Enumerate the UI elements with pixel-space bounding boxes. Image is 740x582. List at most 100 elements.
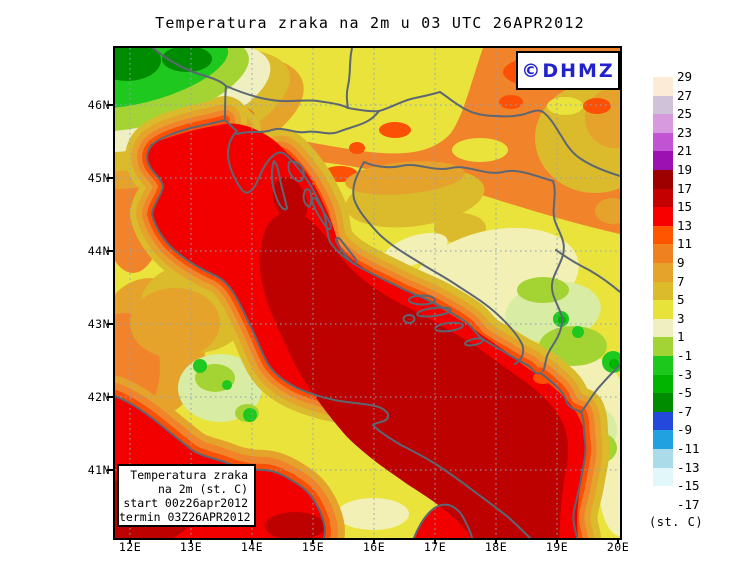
lon-axis-label: 17E: [423, 540, 447, 554]
colorbar-boundary-label: 27: [677, 87, 693, 103]
colorbar-segment: [653, 263, 673, 282]
graticule-grid: [115, 48, 620, 538]
dhmz-logo: ©DHMZ: [521, 59, 615, 82]
colorbar-boundary-label: -9: [677, 422, 693, 438]
lat-axis-label: 45N: [87, 171, 110, 185]
lon-axis-label: 19E: [545, 540, 569, 554]
colorbar-segment: [653, 393, 673, 412]
colorbar-boundary-label: -11: [677, 441, 700, 456]
temperature-field-map: [115, 48, 620, 538]
colorbar-segment: [653, 132, 673, 152]
lat-axis-tick: [107, 469, 113, 471]
island-cres: [270, 160, 288, 211]
lon-axis-label: 18E: [484, 540, 508, 554]
colorbar-unit-label: (st. C): [649, 515, 704, 529]
colorbar-boundary-label: -17: [677, 496, 700, 512]
colorbar-segment: [653, 77, 673, 96]
colorbar-segment: [653, 281, 673, 301]
lon-axis-tick: [373, 538, 375, 544]
island-mljet: [464, 337, 484, 347]
colorbar-segment: [653, 95, 673, 115]
inset-legend-line: start 00z26apr2012: [123, 495, 248, 510]
island-krk: [287, 160, 305, 183]
colorbar-segment: [653, 170, 673, 189]
colorbar-segment: [653, 411, 673, 431]
colorbar-boundary-label: 15: [677, 199, 693, 215]
lon-axis-label: 15E: [301, 540, 325, 554]
coastline-taranto-gulf: [413, 503, 473, 538]
border-croatia-hungary-serbia: [347, 91, 620, 177]
lat-axis-label: 42N: [87, 390, 110, 404]
colorbar-boundary-label: 1: [677, 329, 685, 345]
lon-axis-tick: [495, 538, 497, 544]
colorbar-segment: [653, 449, 673, 468]
lon-axis-tick: [129, 538, 131, 544]
colorbar-boundary-label: -3: [677, 366, 693, 382]
coastlines-and-borders: [115, 48, 620, 538]
colorbar-segment: [653, 114, 673, 133]
colorbar-boundary-label: 19: [677, 162, 693, 177]
colorbar-boundary-label: -15: [677, 478, 700, 494]
colorbar-boundary-label: 11: [677, 236, 693, 252]
colorbar-boundary-label: -5: [677, 385, 693, 401]
inset-legend-box: Temperatura zraka na 2m (st. C) start 00…: [117, 464, 256, 527]
lon-axis-label: 16E: [362, 540, 386, 554]
colorbar-boundary-label: 13: [677, 217, 693, 233]
lat-axis-label: 43N: [87, 317, 110, 331]
lat-axis-tick: [107, 396, 113, 398]
colorbar-segment: [653, 151, 673, 170]
island-brac: [408, 294, 436, 306]
colorbar-segment: [653, 244, 673, 263]
colorbar-boundary-label: -7: [677, 403, 693, 419]
colorbar-boundary-label: 21: [677, 143, 693, 159]
lat-axis-label: 46N: [87, 98, 110, 112]
colorbar-segment: [653, 374, 673, 394]
colorbar-segment: [653, 486, 673, 505]
lat-axis-tick: [107, 177, 113, 179]
lon-axis-tick: [556, 538, 558, 544]
lon-axis-tick: [434, 538, 436, 544]
lon-axis-tick: [617, 538, 619, 544]
map-canvas: [113, 46, 622, 540]
lat-axis-tick: [107, 104, 113, 106]
inset-legend-line: Temperatura zraka: [130, 467, 248, 482]
colorbar-boundary-label: -13: [677, 459, 700, 475]
lon-axis-tick: [251, 538, 253, 544]
island-korcula: [434, 321, 464, 333]
border-from-top: [345, 48, 353, 109]
colorbar-boundary-label: 3: [677, 310, 685, 326]
inset-legend-line: na 2m (st. C): [157, 481, 248, 496]
colorbar-boundary-label: -1: [677, 348, 693, 363]
border-slovenia-croatia: [236, 110, 380, 135]
lon-axis-label: 12E: [118, 540, 142, 554]
colorbar-boundary-label: 23: [677, 124, 693, 140]
colorbar-segment: [653, 188, 673, 208]
lon-axis-tick: [312, 538, 314, 544]
border-austria-slovenia: [225, 85, 349, 109]
page-title: Temperatura zraka na 2m u 03 UTC 26APR20…: [155, 14, 585, 32]
border-alps-north: [152, 48, 227, 121]
coastline-italy-adriatic: [146, 119, 531, 538]
border-bosnia-serbia: [542, 180, 565, 372]
colorbar-boundary-label: 29: [677, 69, 693, 84]
island-pag: [310, 196, 332, 231]
border-montenegro-albania: [580, 364, 620, 413]
lon-axis-tick: [190, 538, 192, 544]
lat-axis-tick: [107, 323, 113, 325]
border-croatia-bosnia: [352, 161, 554, 365]
colorbar-boundary-label: 17: [677, 180, 693, 196]
colorbar-segment: [653, 467, 673, 487]
island-hvar: [416, 306, 452, 318]
island-dugi-otok: [334, 236, 358, 266]
lon-axis-label: 13E: [179, 540, 203, 554]
colorbar-segment: [653, 318, 673, 338]
colorbar-segment: [653, 225, 673, 245]
colorbar-boundary-label: 25: [677, 106, 693, 122]
colorbar-segment: [653, 300, 673, 319]
border-serbia-montenegro: [555, 249, 620, 293]
inset-legend-line: termin 03Z26APR2012: [119, 509, 251, 524]
colorbar-segment: [653, 356, 673, 375]
dhmz-logo-box: ©DHMZ: [516, 51, 620, 90]
colorbar-segment: [653, 430, 673, 449]
